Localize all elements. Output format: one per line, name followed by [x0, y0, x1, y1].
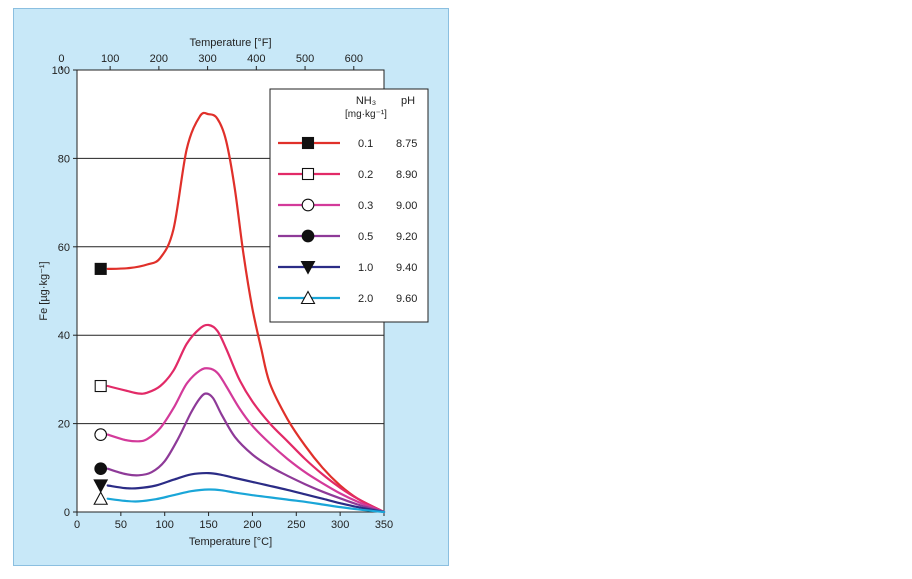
marker-square — [94, 379, 107, 393]
series-line-2.0 — [106, 488, 386, 514]
legend-row: 1.0 9.40 — [278, 260, 417, 275]
marker-square — [301, 167, 315, 181]
marker-triangle-up — [300, 290, 316, 305]
series-layer — [106, 111, 386, 514]
legend-ph-value: 9.20 — [396, 231, 417, 243]
legend-row: 0.2 8.90 — [278, 167, 417, 181]
x2-tick-label: 500 — [296, 53, 314, 65]
markers-layer — [93, 262, 109, 505]
x-tick-label: 100 — [156, 519, 174, 531]
marker-circle — [301, 229, 315, 243]
legend-rows: 0.1 8.75 0.2 8.90 0.3 9.00 0.5 9.20 1.0 9.40 2.0 9.… — [278, 136, 417, 305]
x2-tick-label: 600 — [345, 53, 363, 65]
marker-triangle-up — [93, 491, 109, 505]
x2-axis-title: Temperature [°F] — [189, 37, 271, 49]
y-tick-label: 40 — [58, 330, 70, 342]
series-line-1.0 — [106, 471, 386, 514]
legend-ph-value: 9.00 — [396, 200, 417, 212]
y-axis-title: Fe [µg·kg⁻¹] — [38, 261, 50, 320]
y-tick-label: 80 — [58, 153, 70, 165]
x-tick-label: 50 — [115, 519, 127, 531]
x-axis-title: Temperature [°C] — [189, 536, 272, 548]
x-tick-label: 0 — [74, 519, 80, 531]
figure-panel: 0 50 100 150 200 250 300 350 0 100 200 300 400 500 60… — [13, 8, 449, 566]
legend-row: 0.5 9.20 — [278, 229, 417, 243]
marker-square — [301, 136, 315, 150]
marker-triangle-down — [93, 479, 109, 494]
legend-header-nh3: NH₃ — [356, 95, 376, 107]
legend-nh3-value: 0.3 — [358, 200, 373, 212]
y-tick-label: 60 — [58, 242, 70, 254]
legend-nh3-value: 0.2 — [358, 169, 373, 181]
x2-tick-label: 100 — [101, 53, 119, 65]
marker-circle — [94, 462, 108, 476]
legend-ph-value: 8.90 — [396, 169, 417, 181]
x-tick-label: 150 — [199, 519, 217, 531]
legend: NH₃ [mg·kg⁻¹] pH 0.1 8.750.2 8.900.3 9.000.… — [269, 88, 429, 323]
x2-tick-label: 300 — [198, 53, 216, 65]
y-tick-label: 20 — [58, 419, 70, 431]
legend-ph-value: 8.75 — [396, 138, 417, 150]
x-tick-label: 300 — [331, 519, 349, 531]
marker-circle — [94, 428, 108, 442]
legend-header-ph: pH — [401, 95, 415, 107]
legend-row: 0.3 9.00 — [278, 198, 417, 212]
x2-tick-label: 200 — [150, 53, 168, 65]
legend-ph-value: 9.60 — [396, 293, 417, 305]
y-tick-label: 0 — [64, 507, 70, 519]
y-axis: 0 20 40 60 80 100 — [52, 65, 77, 519]
legend-nh3-value: 0.1 — [358, 138, 373, 150]
x-tick-label: 200 — [243, 519, 261, 531]
x-tick-label: 250 — [287, 519, 305, 531]
y-tick-label: 100 — [52, 65, 70, 77]
legend-nh3-value: 2.0 — [358, 293, 373, 305]
x2-tick-label: 0 — [58, 53, 64, 65]
series-line-0.2 — [106, 323, 386, 514]
marker-circle — [301, 198, 315, 212]
legend-row: 2.0 9.60 — [278, 290, 417, 305]
series-line-0.1 — [106, 111, 386, 514]
series-line-0.5 — [106, 392, 386, 514]
marker-triangle-down — [300, 260, 316, 275]
legend-ph-value: 9.40 — [396, 262, 417, 274]
legend-nh3-value: 0.5 — [358, 231, 373, 243]
legend-header-unit: [mg·kg⁻¹] — [345, 109, 387, 120]
x-tick-label: 350 — [375, 519, 393, 531]
line-chart: 0 50 100 150 200 250 300 350 0 100 200 300 400 500 60… — [38, 37, 429, 548]
x-axis-celsius: 0 50 100 150 200 250 300 350 — [74, 512, 393, 531]
marker-square — [94, 262, 107, 275]
x-axis-fahrenheit: 0 100 200 300 400 500 600 — [58, 53, 363, 70]
series-line-0.3 — [106, 367, 386, 514]
legend-row: 0.1 8.75 — [278, 136, 417, 150]
legend-nh3-value: 1.0 — [358, 262, 373, 274]
x2-tick-label: 400 — [247, 53, 265, 65]
